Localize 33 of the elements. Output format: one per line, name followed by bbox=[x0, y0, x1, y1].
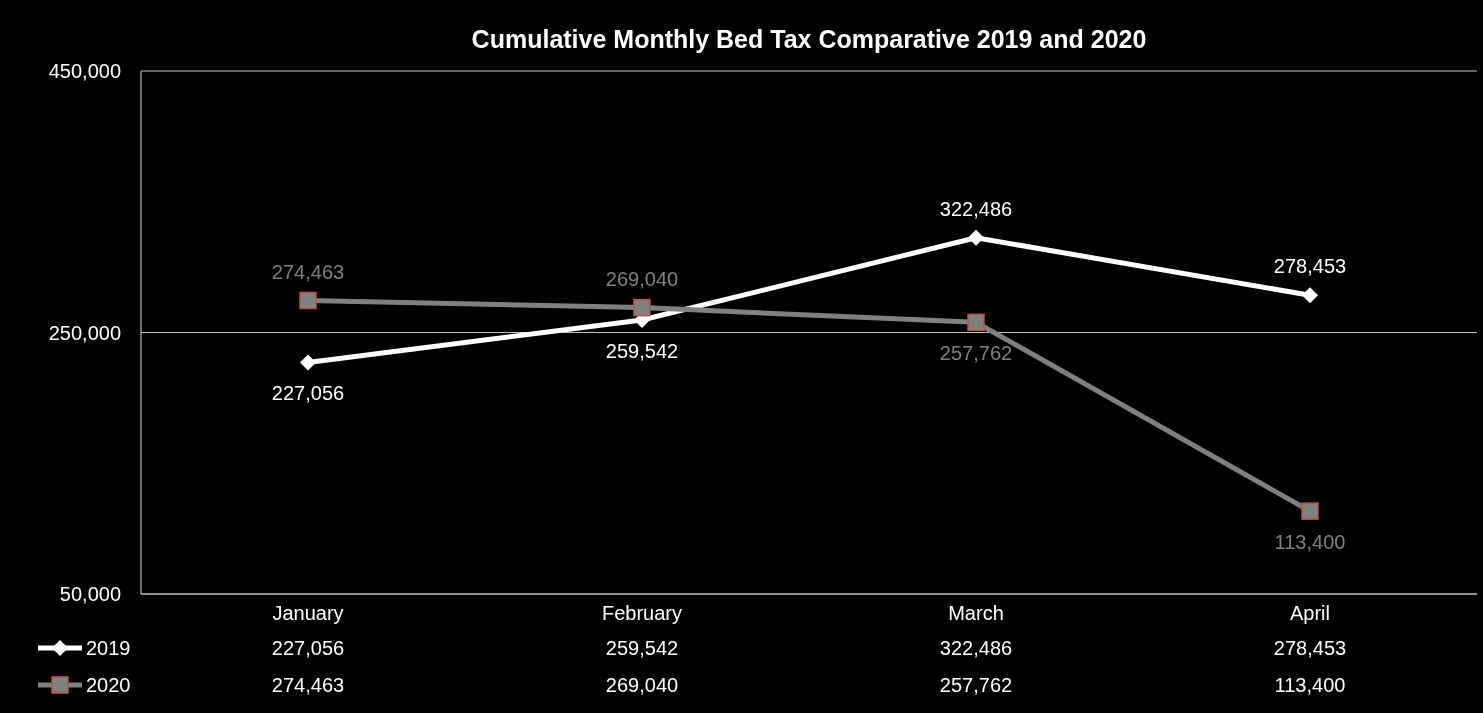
point bbox=[299, 291, 317, 310]
x-tick-label: January bbox=[272, 602, 344, 624]
text: 257,762 bbox=[939, 342, 1013, 365]
data-label: 278,453 bbox=[1273, 637, 1347, 659]
data-label: 269,040 bbox=[605, 674, 679, 696]
data-label: 227,056 bbox=[271, 637, 345, 659]
legend-label: 2020 bbox=[86, 674, 131, 696]
x-tick-label: March bbox=[948, 602, 1004, 624]
x-tick-label: April bbox=[1289, 602, 1331, 624]
text: 259,542 bbox=[605, 340, 679, 363]
text: 113,400 bbox=[1274, 531, 1346, 554]
data-label: 257,762 bbox=[939, 674, 1013, 696]
data-label: 113,400 bbox=[1274, 674, 1346, 696]
legend-label: 2019 bbox=[86, 637, 131, 659]
y-tick-label: 50,000 bbox=[59, 583, 121, 605]
chart-title: Cumulative Monthly Bed Tax Comparative 2019 and 2020 bbox=[471, 25, 1147, 53]
x-tick-label: February bbox=[601, 602, 683, 624]
point bbox=[633, 298, 651, 317]
point bbox=[300, 354, 316, 371]
text: 227,056 bbox=[271, 382, 345, 405]
data-label: 259,542 bbox=[605, 637, 679, 659]
data-label: 322,486 bbox=[939, 637, 1013, 659]
text: 322,486 bbox=[939, 197, 1013, 220]
point bbox=[1301, 502, 1319, 520]
point bbox=[968, 229, 984, 246]
data-label: 274,463 bbox=[271, 674, 345, 696]
y-tick-label: 450,000 bbox=[48, 60, 121, 82]
point bbox=[967, 313, 985, 332]
text: 278,453 bbox=[1273, 255, 1347, 278]
text: 269,040 bbox=[605, 267, 679, 290]
y-tick-label: 250,000 bbox=[48, 321, 121, 344]
text: 274,463 bbox=[271, 260, 345, 283]
point bbox=[1302, 287, 1318, 304]
